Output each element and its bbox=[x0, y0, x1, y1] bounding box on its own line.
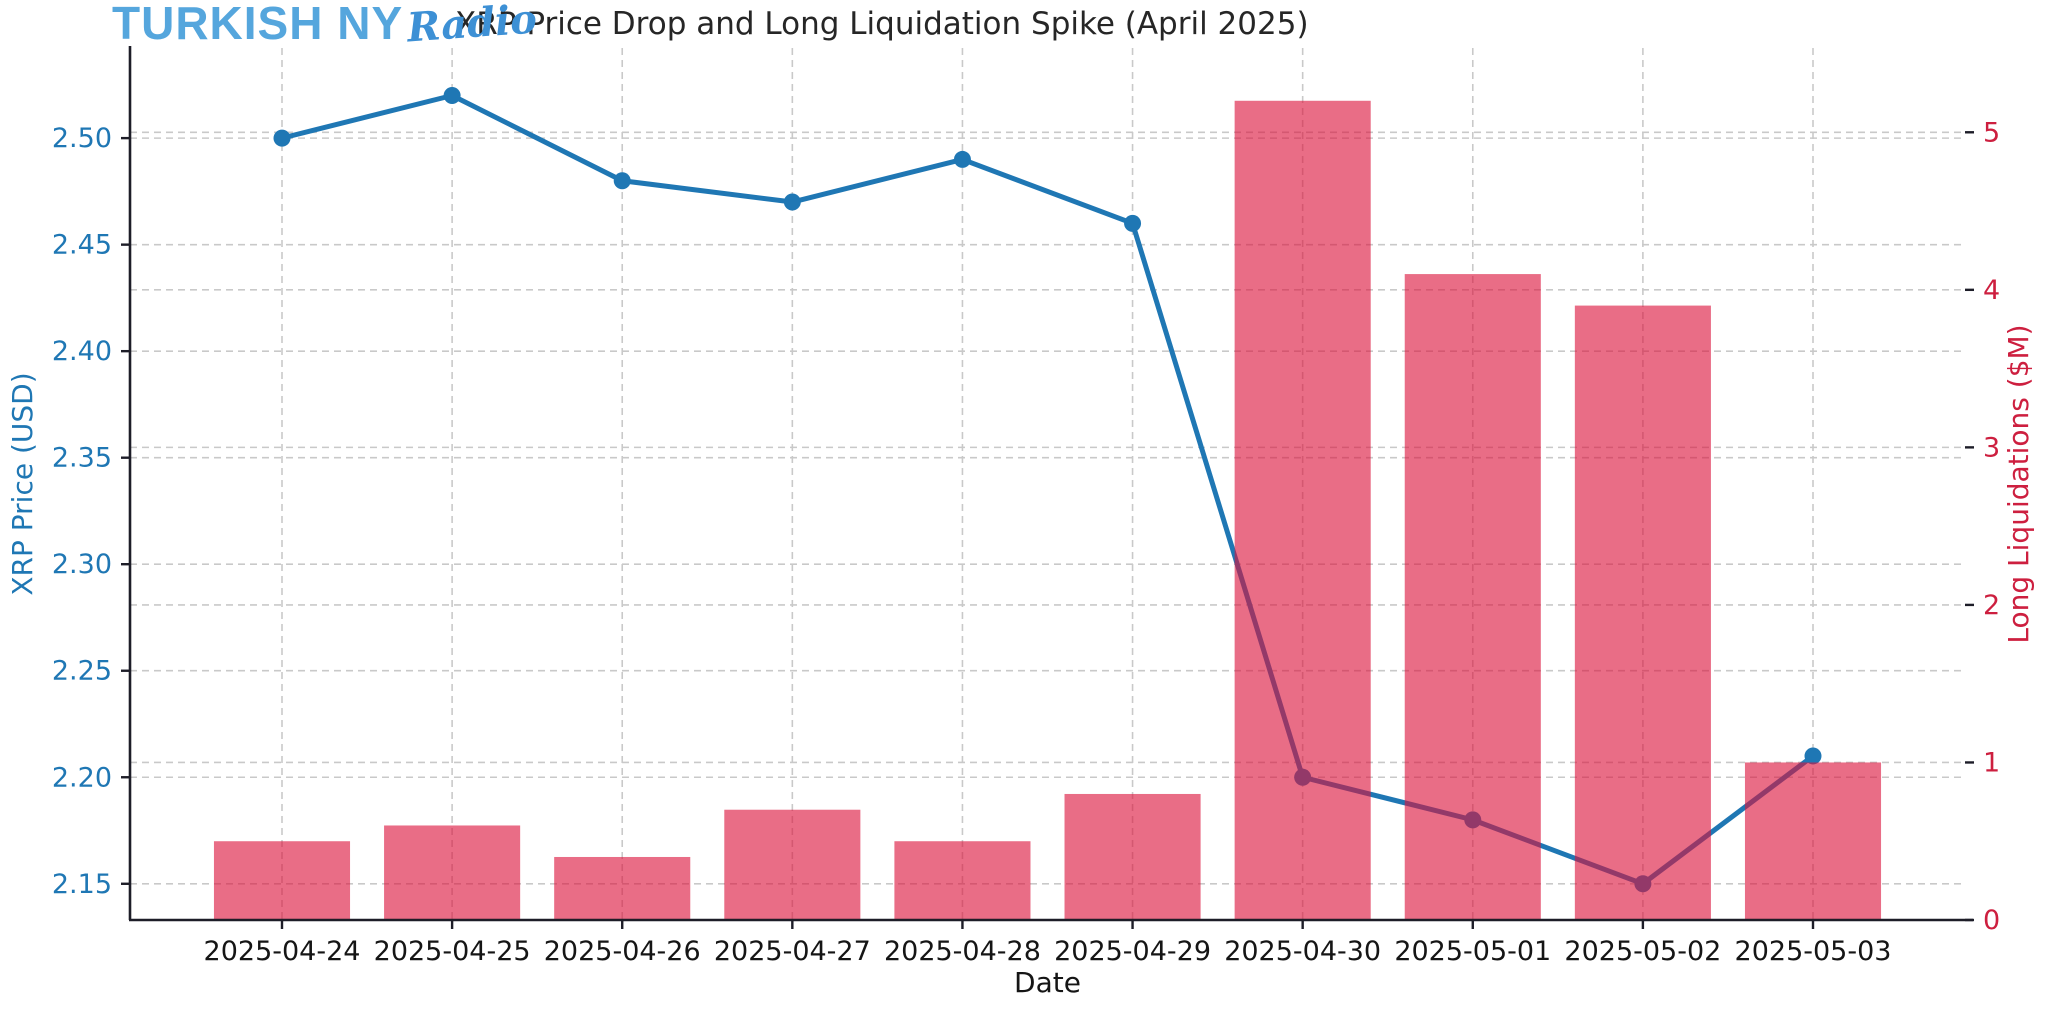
price-data-point bbox=[1804, 747, 1822, 765]
price-tick-label: 2.25 bbox=[52, 656, 112, 687]
date-tick-label: 2025-04-28 bbox=[884, 936, 1041, 967]
liquidation-bar bbox=[894, 841, 1031, 920]
price-tick-label: 2.20 bbox=[52, 762, 112, 793]
liquidation-bar-series bbox=[213, 100, 1882, 921]
price-data-point bbox=[443, 87, 461, 105]
price-tick-label: 2.15 bbox=[52, 869, 112, 900]
date-tick-label: 2025-04-27 bbox=[714, 936, 871, 967]
price-data-point bbox=[273, 129, 291, 147]
liquidation-bar bbox=[384, 825, 521, 920]
date-tick-label: 2025-05-01 bbox=[1394, 936, 1551, 967]
axis-titles: XRP Price (USD) Long Liquidations ($M) bbox=[6, 324, 2035, 643]
price-data-point bbox=[1124, 214, 1142, 232]
price-data-point bbox=[783, 193, 801, 211]
brand-wordmark: TURKISH NY bbox=[112, 0, 404, 49]
date-tick-label: 2025-04-30 bbox=[1224, 936, 1381, 967]
date-tick-label: 2025-04-24 bbox=[204, 936, 361, 967]
liquidation-bar bbox=[724, 809, 861, 920]
price-tick-label: 2.30 bbox=[52, 549, 112, 580]
brand-logo: TURKISH NY Radio bbox=[112, 0, 538, 51]
right-axis-title: Long Liquidations ($M) bbox=[2002, 324, 2035, 643]
date-tick-label: 2025-05-02 bbox=[1564, 936, 1721, 967]
date-tick-label: 2025-04-25 bbox=[374, 936, 531, 967]
date-tick-label: 2025-04-29 bbox=[1054, 936, 1211, 967]
liquidation-bar bbox=[1064, 793, 1201, 920]
price-tick-label: 2.35 bbox=[52, 443, 112, 474]
liquidation-tick-label: 1 bbox=[1983, 747, 2000, 778]
tick-marks bbox=[121, 131, 1974, 929]
liquidation-bar bbox=[1404, 274, 1541, 920]
liquidation-tick-label: 3 bbox=[1983, 432, 2000, 463]
liquidation-bar bbox=[213, 841, 351, 920]
liquidation-bar bbox=[1234, 100, 1371, 921]
price-tick-label: 2.45 bbox=[52, 230, 112, 261]
liquidation-tick-label: 4 bbox=[1983, 275, 2000, 306]
axes-spines bbox=[128, 46, 1973, 922]
price-data-point bbox=[613, 172, 631, 190]
chart-title: XRP Price Drop and Long Liquidation Spik… bbox=[455, 6, 1309, 42]
liquidation-bar bbox=[1744, 762, 1882, 920]
x-axis-title: Date bbox=[1014, 966, 1081, 999]
price-tick-label: 2.50 bbox=[52, 123, 112, 154]
brand-script-radio: Radio bbox=[405, 0, 539, 52]
liquidation-bar bbox=[554, 856, 691, 920]
liquidation-tick-label: 5 bbox=[1983, 117, 2000, 148]
date-tick-label: 2025-04-26 bbox=[544, 936, 701, 967]
price-tick-label: 2.40 bbox=[52, 336, 112, 367]
xrp-price-line bbox=[281, 93, 1815, 887]
liquidation-bar bbox=[1574, 305, 1711, 920]
left-axis-title: XRP Price (USD) bbox=[6, 372, 39, 595]
liquidation-tick-label: 2 bbox=[1983, 590, 2000, 621]
price-data-point bbox=[953, 150, 971, 168]
liquidation-tick-label: 0 bbox=[1983, 905, 2000, 936]
date-tick-label: 2025-05-03 bbox=[1735, 936, 1892, 967]
tick-labels: 2.15 2.20 2.25 2.30 2.35 2.40 2.45 2.50 0 1 2 3 4 5 20… bbox=[52, 117, 2000, 999]
